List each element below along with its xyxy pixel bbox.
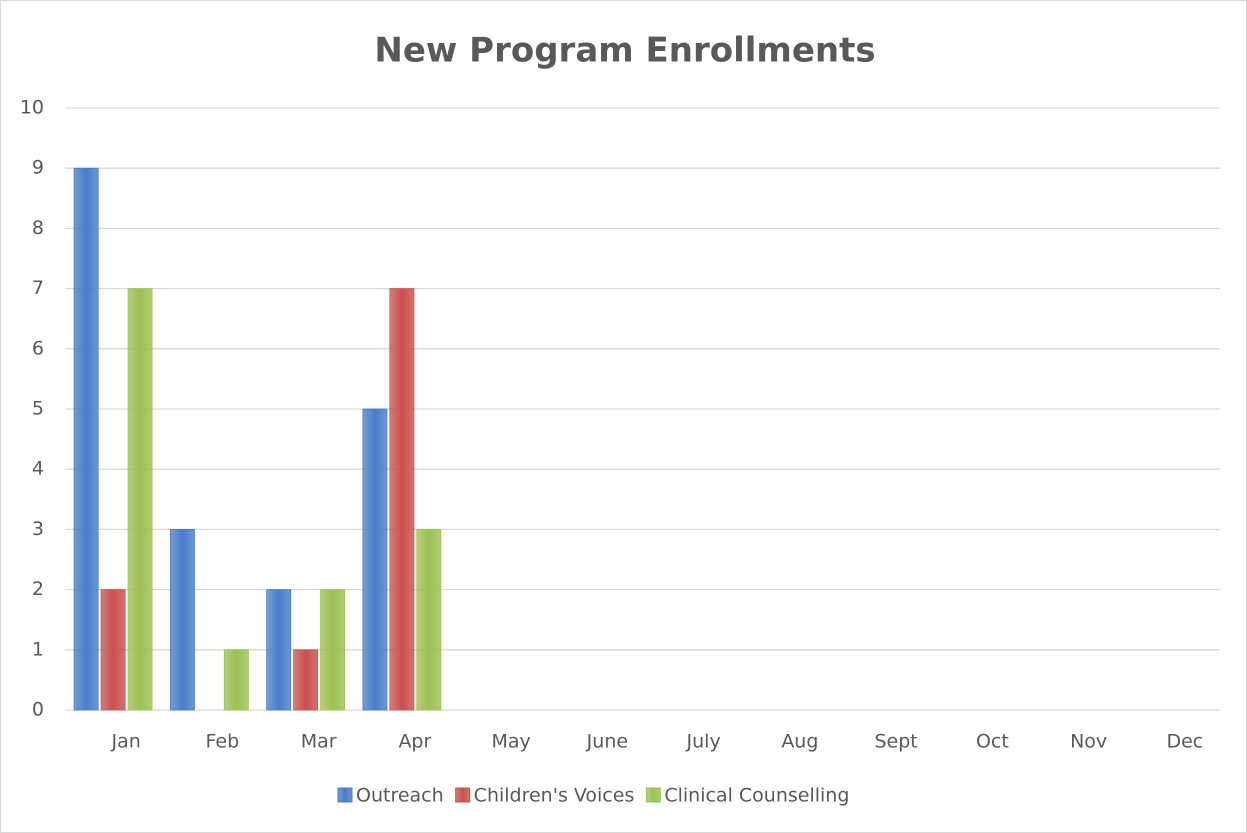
bar (362, 408, 388, 711)
y-tick-label: 0 (32, 699, 44, 721)
y-tick-label: 10 (20, 97, 44, 119)
legend-label: Outreach (356, 785, 444, 807)
bar (293, 649, 319, 711)
x-tick-label: Oct (976, 731, 1009, 753)
x-tick-label: July (686, 731, 721, 753)
x-tick-label: Dec (1166, 731, 1203, 753)
legend-swatch (455, 787, 471, 803)
y-tick-label: 7 (32, 277, 44, 299)
y-tick-label: 4 (32, 458, 44, 480)
legend-swatch (645, 787, 661, 803)
y-tick-label: 2 (32, 578, 44, 600)
legend-label: Clinical Counselling (664, 785, 849, 807)
bar (320, 589, 346, 711)
y-tick-label: 5 (32, 398, 44, 420)
bar (73, 167, 99, 711)
x-tick-label: Aug (781, 731, 818, 753)
bar (416, 529, 442, 711)
bar (127, 288, 153, 711)
x-tick-label: Sept (874, 731, 917, 753)
x-tick-label: May (491, 731, 530, 753)
bar (389, 288, 415, 711)
y-tick-label: 9 (32, 157, 44, 179)
x-tick-label: Nov (1070, 731, 1107, 753)
y-tick-label: 6 (32, 337, 44, 359)
y-tick-label: 1 (32, 638, 44, 660)
x-tick-label: June (586, 731, 628, 753)
legend: Outreach Children's Voices Clinical Counse… (337, 785, 849, 807)
chart-title: New Program Enrollments (374, 31, 875, 71)
x-tick-label: Mar (301, 731, 337, 753)
x-tick-label: Apr (398, 731, 431, 753)
legend-swatch (337, 787, 353, 803)
x-tick-label: Feb (206, 731, 240, 753)
y-tick-label: 8 (32, 217, 44, 239)
bar (266, 589, 292, 711)
bar (100, 589, 126, 711)
bar (169, 529, 195, 711)
bar (223, 649, 249, 711)
x-tick-label: Jan (110, 731, 140, 753)
y-tick-label: 3 (32, 518, 44, 540)
legend-label: Children's Voices (474, 785, 635, 807)
